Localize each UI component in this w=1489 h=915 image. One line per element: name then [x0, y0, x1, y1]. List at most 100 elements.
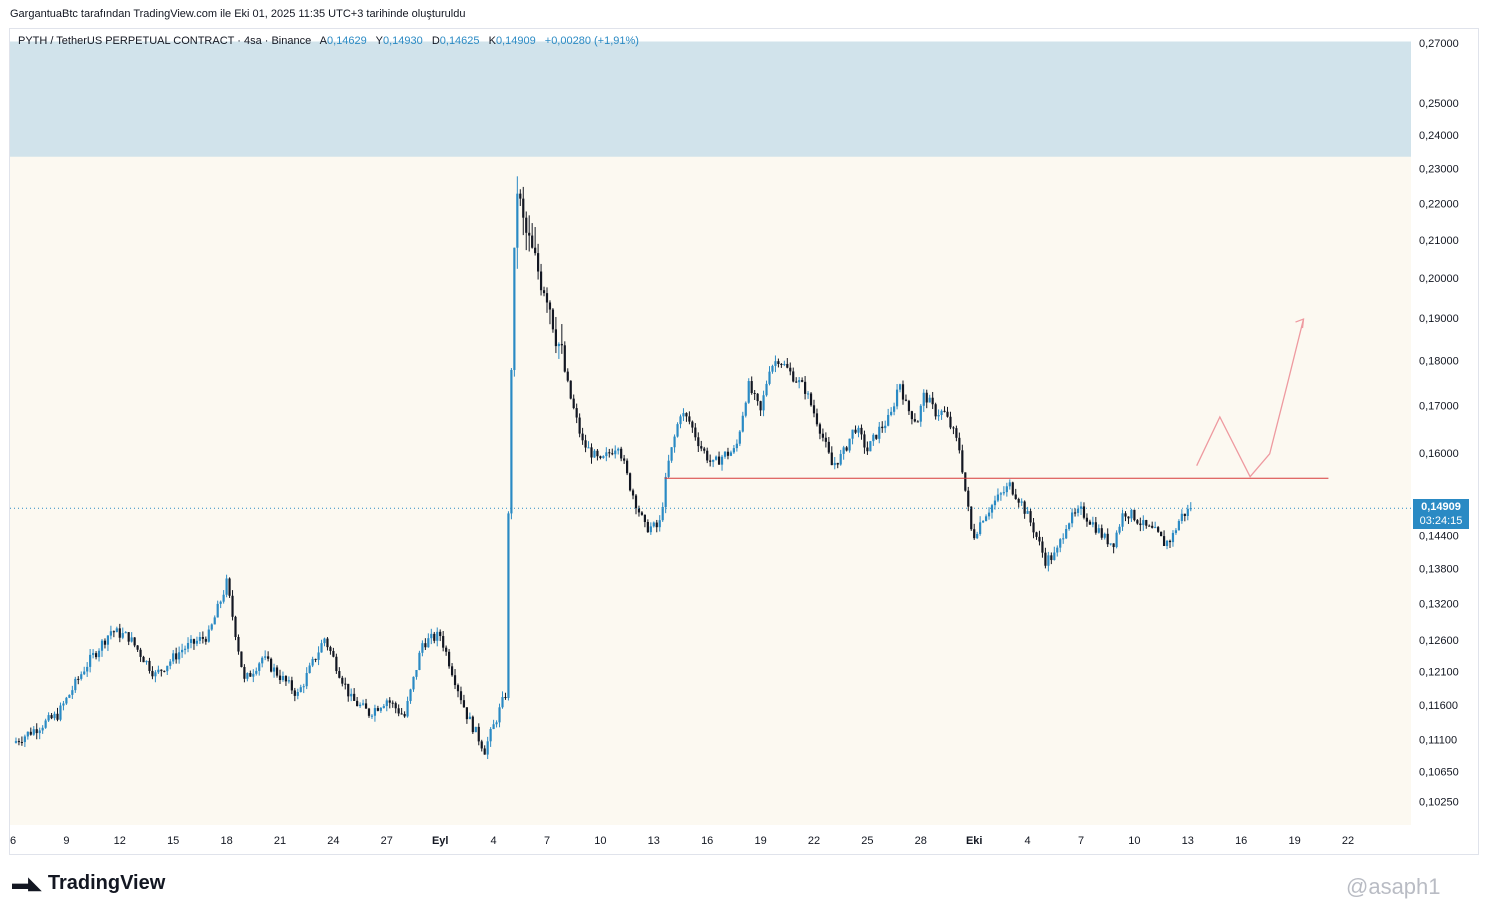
candle-down: [433, 633, 436, 641]
candle-down: [700, 446, 703, 449]
candle-up: [738, 431, 741, 444]
candle-down: [353, 693, 356, 701]
candle-down: [599, 456, 602, 459]
time-axis-label: 13: [1182, 835, 1194, 847]
candle-up: [833, 462, 836, 466]
candle-up: [658, 520, 661, 528]
candle-up: [1177, 521, 1180, 531]
candle-down: [756, 393, 759, 402]
candle-up: [157, 669, 160, 673]
candle-up: [86, 666, 89, 672]
candle-down: [160, 669, 163, 671]
candle-down: [537, 253, 540, 272]
time-axis-label: 10: [1128, 835, 1140, 847]
candle-down: [267, 656, 270, 659]
symbol-title: PYTH / TetherUS PERPETUAL CONTRACT · 4sa…: [18, 35, 312, 47]
candle-down: [973, 529, 976, 539]
tradingview-logo[interactable]: ▬◣ TradingView: [12, 872, 165, 895]
candle-down: [127, 632, 130, 642]
candle-down: [836, 462, 839, 465]
candle-up: [172, 653, 175, 662]
candle-up: [771, 365, 774, 372]
candle-down: [860, 427, 863, 435]
candle-up: [1053, 552, 1056, 561]
time-axis[interactable]: 6 9 12 15 18 21 24 27 Eyl 4 7 10 13 16 19 22 25 28 Eki 4 7 10…: [10, 835, 1354, 847]
candle-up: [1174, 530, 1178, 533]
candle-up: [320, 643, 323, 653]
candle-up: [305, 673, 308, 687]
price-axis-label: 0,24000: [1419, 130, 1459, 142]
candle-down: [551, 309, 555, 330]
candle-down: [955, 428, 958, 438]
plot-background: [10, 50, 1411, 825]
low-value: 0,14625: [439, 35, 480, 47]
candle-up: [498, 707, 501, 723]
candle-up: [614, 450, 617, 455]
candle-up: [605, 452, 608, 457]
candle-up: [735, 443, 738, 449]
candle-down: [818, 424, 822, 434]
candle-down: [1017, 499, 1020, 503]
last-price-tag: 0,14909 03:24:15: [1413, 499, 1469, 529]
candle-down: [958, 437, 961, 451]
tradingview-logo-icon: ▬◣: [12, 873, 42, 893]
candle-up: [774, 361, 777, 366]
candle-up: [409, 689, 412, 702]
candle-down: [338, 671, 341, 678]
candle-down: [1082, 506, 1086, 518]
candle-up: [486, 741, 489, 755]
candle-up: [287, 680, 290, 682]
candle-up: [501, 697, 504, 708]
candle-down: [590, 447, 593, 458]
candle-down: [1151, 525, 1154, 528]
candle-down: [1035, 532, 1038, 537]
candle-down: [445, 647, 448, 652]
candle-up: [1154, 527, 1157, 529]
candle-down: [531, 235, 534, 248]
price-axis-label: 0,12100: [1419, 667, 1459, 679]
candle-down: [792, 371, 795, 382]
price-axis-label: 0,10250: [1419, 797, 1459, 809]
time-axis-label: 4: [491, 835, 497, 847]
candle-down: [1044, 552, 1047, 566]
candle-up: [406, 701, 409, 717]
candle-down: [578, 417, 581, 434]
candle-down: [1160, 531, 1163, 537]
candle-up: [68, 694, 71, 698]
candle-up: [216, 603, 219, 618]
candle-down: [234, 616, 237, 637]
candle-down: [626, 460, 629, 474]
price-axis[interactable]: 0,27000 0,25000 0,24000 0,23000 0,22000 0,210…: [1419, 38, 1459, 809]
candle-up: [999, 493, 1002, 495]
time-axis-label: 25: [861, 835, 873, 847]
price-axis-label: 0,13800: [1419, 564, 1459, 576]
candle-up: [723, 451, 727, 457]
candle-down: [394, 703, 397, 709]
candle-down: [1011, 482, 1014, 495]
candle-up: [676, 424, 679, 437]
candle-up: [507, 513, 510, 698]
candle-down: [643, 514, 646, 522]
candle-up: [1020, 501, 1023, 503]
candle-down: [1088, 521, 1091, 525]
candle-up: [516, 193, 519, 248]
candle-down: [403, 713, 406, 717]
bar-countdown: 03:24:15: [1419, 515, 1463, 527]
candle-down: [1023, 501, 1026, 514]
candle-up: [993, 500, 997, 506]
candle-up: [747, 381, 750, 403]
candle-up: [765, 383, 768, 396]
candle-down: [240, 651, 243, 668]
candle-down: [139, 649, 142, 657]
candle-down: [904, 399, 908, 401]
candle-down: [519, 193, 522, 199]
candle-down: [151, 670, 154, 677]
candle-up: [976, 533, 979, 539]
candle-up: [884, 425, 887, 429]
candle-down: [364, 703, 368, 709]
candle-down: [329, 647, 332, 651]
candle-up: [1059, 539, 1062, 548]
time-axis-label: 21: [274, 835, 286, 847]
candle-up: [323, 638, 326, 644]
